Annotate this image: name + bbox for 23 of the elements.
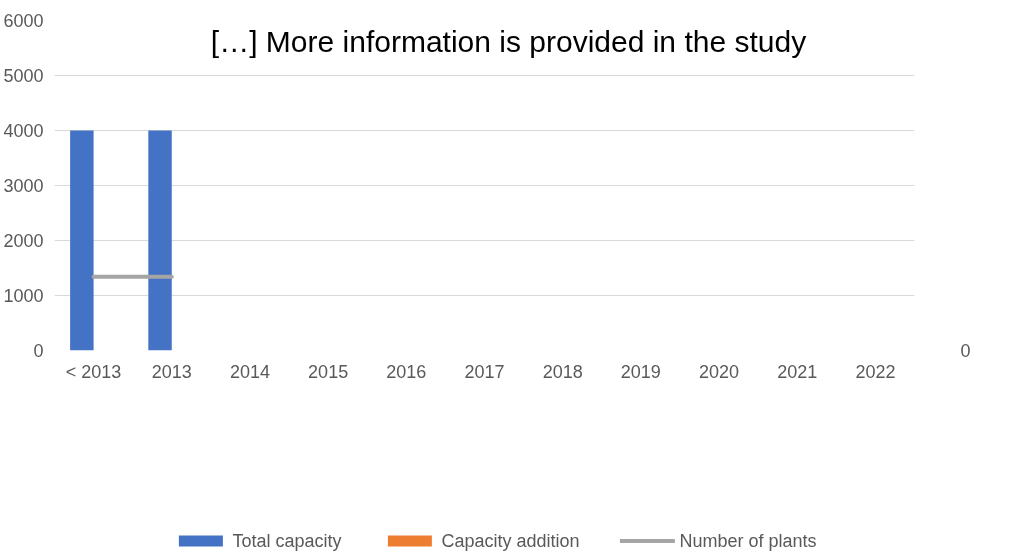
legend-label: Capacity addition: [441, 530, 580, 552]
x-tick-label: 2013: [151, 361, 192, 382]
x-tick-label: 2014: [229, 361, 270, 382]
x-tick-label: 2017: [464, 361, 505, 382]
y-tick-label: 2000: [3, 231, 44, 251]
y-tick-label: 4000: [3, 121, 44, 141]
y-tick-label: 5000: [3, 66, 44, 86]
x-tick-label: 2015: [308, 361, 349, 382]
y-tick-label: 1000: [3, 286, 44, 306]
y-tick-label: 6000: [3, 11, 44, 31]
x-tick-label: 2022: [855, 361, 896, 382]
x-tick-label: < 2013: [65, 361, 122, 382]
x-tick-label: 2016: [386, 361, 427, 382]
y-tick-label: 0: [33, 341, 44, 361]
text: 0: [960, 341, 971, 361]
legend-label: Total capacity: [232, 530, 342, 552]
annotation: […] More information is provided in the study: [210, 24, 807, 58]
x-tick-label: 2019: [620, 361, 661, 382]
x-tick-label: 2020: [699, 361, 740, 382]
legend-label: Number of plants: [679, 530, 817, 552]
y-tick-label: 3000: [3, 176, 44, 196]
x-tick-label: 2018: [542, 361, 583, 382]
x-tick-label: 2021: [777, 361, 818, 382]
